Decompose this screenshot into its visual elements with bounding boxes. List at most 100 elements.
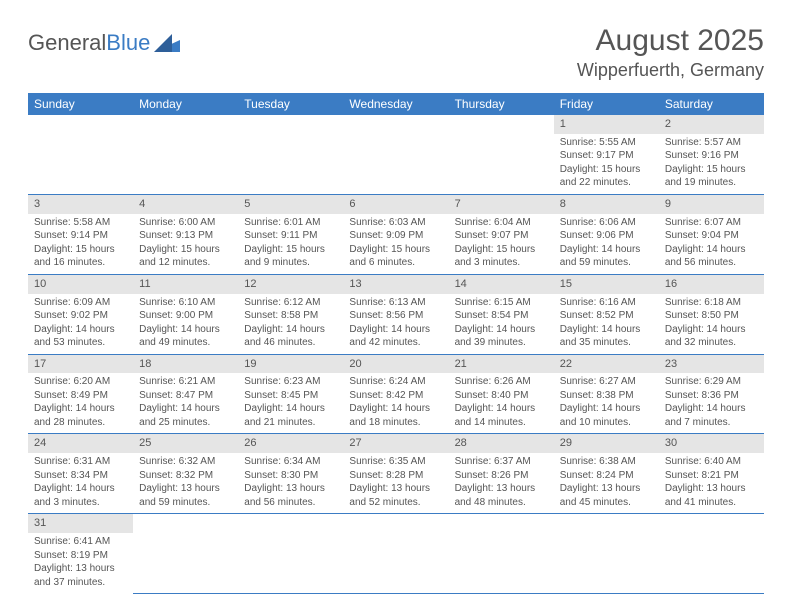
sunrise-line: Sunrise: 6:37 AM	[455, 455, 548, 469]
sunset-line: Sunset: 8:49 PM	[34, 389, 127, 403]
sunset-line: Sunset: 9:02 PM	[34, 309, 127, 323]
weekday-header: Sunday	[28, 93, 133, 115]
sunrise-line: Sunrise: 6:03 AM	[349, 216, 442, 230]
day-body: Sunrise: 6:04 AMSunset: 9:07 PMDaylight:…	[449, 214, 554, 274]
sunset-line: Sunset: 9:17 PM	[560, 149, 653, 163]
daylight-line: Daylight: 15 hours and 12 minutes.	[139, 243, 232, 270]
calendar-empty-cell	[133, 115, 238, 194]
daylight-line: Daylight: 14 hours and 53 minutes.	[34, 323, 127, 350]
calendar-day-cell: 27Sunrise: 6:35 AMSunset: 8:28 PMDayligh…	[343, 434, 448, 514]
day-number: 20	[343, 355, 448, 374]
calendar-day-cell: 12Sunrise: 6:12 AMSunset: 8:58 PMDayligh…	[238, 274, 343, 354]
calendar-day-cell: 14Sunrise: 6:15 AMSunset: 8:54 PMDayligh…	[449, 274, 554, 354]
day-number: 14	[449, 275, 554, 294]
day-body: Sunrise: 6:24 AMSunset: 8:42 PMDaylight:…	[343, 373, 448, 433]
sunrise-line: Sunrise: 5:58 AM	[34, 216, 127, 230]
day-number: 25	[133, 434, 238, 453]
sunset-line: Sunset: 8:19 PM	[34, 549, 127, 563]
sunrise-line: Sunrise: 6:35 AM	[349, 455, 442, 469]
sunrise-line: Sunrise: 6:13 AM	[349, 296, 442, 310]
calendar-day-cell: 29Sunrise: 6:38 AMSunset: 8:24 PMDayligh…	[554, 434, 659, 514]
sunset-line: Sunset: 9:13 PM	[139, 229, 232, 243]
sunrise-line: Sunrise: 6:16 AM	[560, 296, 653, 310]
day-body: Sunrise: 6:31 AMSunset: 8:34 PMDaylight:…	[28, 453, 133, 513]
calendar-day-cell: 8Sunrise: 6:06 AMSunset: 9:06 PMDaylight…	[554, 194, 659, 274]
sunrise-line: Sunrise: 6:31 AM	[34, 455, 127, 469]
calendar-day-cell: 20Sunrise: 6:24 AMSunset: 8:42 PMDayligh…	[343, 354, 448, 434]
logo-text-1: General	[28, 30, 106, 56]
calendar-day-cell: 4Sunrise: 6:00 AMSunset: 9:13 PMDaylight…	[133, 194, 238, 274]
day-body: Sunrise: 6:16 AMSunset: 8:52 PMDaylight:…	[554, 294, 659, 354]
day-number: 15	[554, 275, 659, 294]
sunrise-line: Sunrise: 6:41 AM	[34, 535, 127, 549]
day-number: 9	[659, 195, 764, 214]
calendar-day-cell: 3Sunrise: 5:58 AMSunset: 9:14 PMDaylight…	[28, 194, 133, 274]
weekday-header: Tuesday	[238, 93, 343, 115]
day-number: 13	[343, 275, 448, 294]
calendar-day-cell: 17Sunrise: 6:20 AMSunset: 8:49 PMDayligh…	[28, 354, 133, 434]
daylight-line: Daylight: 14 hours and 32 minutes.	[665, 323, 758, 350]
calendar-day-cell: 26Sunrise: 6:34 AMSunset: 8:30 PMDayligh…	[238, 434, 343, 514]
sunrise-line: Sunrise: 6:12 AM	[244, 296, 337, 310]
header: GeneralBlue August 2025 Wipperfuerth, Ge…	[28, 24, 764, 81]
calendar-day-cell: 13Sunrise: 6:13 AMSunset: 8:56 PMDayligh…	[343, 274, 448, 354]
weekday-header: Friday	[554, 93, 659, 115]
day-number: 27	[343, 434, 448, 453]
location: Wipperfuerth, Germany	[577, 60, 764, 81]
day-body: Sunrise: 6:10 AMSunset: 9:00 PMDaylight:…	[133, 294, 238, 354]
sunrise-line: Sunrise: 6:32 AM	[139, 455, 232, 469]
day-body: Sunrise: 6:26 AMSunset: 8:40 PMDaylight:…	[449, 373, 554, 433]
calendar-empty-cell	[28, 115, 133, 194]
day-number: 2	[659, 115, 764, 134]
sunrise-line: Sunrise: 6:38 AM	[560, 455, 653, 469]
day-number: 21	[449, 355, 554, 374]
sunset-line: Sunset: 8:45 PM	[244, 389, 337, 403]
daylight-line: Daylight: 14 hours and 35 minutes.	[560, 323, 653, 350]
sunset-line: Sunset: 9:06 PM	[560, 229, 653, 243]
day-number: 6	[343, 195, 448, 214]
sunrise-line: Sunrise: 6:01 AM	[244, 216, 337, 230]
day-number: 24	[28, 434, 133, 453]
daylight-line: Daylight: 15 hours and 16 minutes.	[34, 243, 127, 270]
daylight-line: Daylight: 13 hours and 41 minutes.	[665, 482, 758, 509]
calendar-day-cell: 28Sunrise: 6:37 AMSunset: 8:26 PMDayligh…	[449, 434, 554, 514]
daylight-line: Daylight: 14 hours and 21 minutes.	[244, 402, 337, 429]
day-number: 3	[28, 195, 133, 214]
sunset-line: Sunset: 8:47 PM	[139, 389, 232, 403]
day-number: 23	[659, 355, 764, 374]
calendar-week-row: 3Sunrise: 5:58 AMSunset: 9:14 PMDaylight…	[28, 194, 764, 274]
daylight-line: Daylight: 13 hours and 56 minutes.	[244, 482, 337, 509]
sunset-line: Sunset: 8:40 PM	[455, 389, 548, 403]
calendar-day-cell: 18Sunrise: 6:21 AMSunset: 8:47 PMDayligh…	[133, 354, 238, 434]
sunset-line: Sunset: 8:24 PM	[560, 469, 653, 483]
day-body: Sunrise: 6:23 AMSunset: 8:45 PMDaylight:…	[238, 373, 343, 433]
day-number: 19	[238, 355, 343, 374]
day-body: Sunrise: 6:20 AMSunset: 8:49 PMDaylight:…	[28, 373, 133, 433]
sunset-line: Sunset: 8:42 PM	[349, 389, 442, 403]
sunset-line: Sunset: 8:50 PM	[665, 309, 758, 323]
sunset-line: Sunset: 9:09 PM	[349, 229, 442, 243]
day-body: Sunrise: 6:12 AMSunset: 8:58 PMDaylight:…	[238, 294, 343, 354]
sunrise-line: Sunrise: 6:27 AM	[560, 375, 653, 389]
sunrise-line: Sunrise: 6:18 AM	[665, 296, 758, 310]
daylight-line: Daylight: 14 hours and 14 minutes.	[455, 402, 548, 429]
calendar-day-cell: 31Sunrise: 6:41 AMSunset: 8:19 PMDayligh…	[28, 514, 133, 593]
daylight-line: Daylight: 14 hours and 46 minutes.	[244, 323, 337, 350]
calendar-empty-cell	[133, 514, 238, 593]
daylight-line: Daylight: 14 hours and 18 minutes.	[349, 402, 442, 429]
day-body: Sunrise: 6:38 AMSunset: 8:24 PMDaylight:…	[554, 453, 659, 513]
calendar-day-cell: 30Sunrise: 6:40 AMSunset: 8:21 PMDayligh…	[659, 434, 764, 514]
weekday-header-row: Sunday Monday Tuesday Wednesday Thursday…	[28, 93, 764, 115]
daylight-line: Daylight: 13 hours and 45 minutes.	[560, 482, 653, 509]
daylight-line: Daylight: 14 hours and 3 minutes.	[34, 482, 127, 509]
calendar-day-cell: 25Sunrise: 6:32 AMSunset: 8:32 PMDayligh…	[133, 434, 238, 514]
sunrise-line: Sunrise: 6:23 AM	[244, 375, 337, 389]
weekday-header: Wednesday	[343, 93, 448, 115]
day-body: Sunrise: 6:32 AMSunset: 8:32 PMDaylight:…	[133, 453, 238, 513]
day-body: Sunrise: 6:35 AMSunset: 8:28 PMDaylight:…	[343, 453, 448, 513]
daylight-line: Daylight: 13 hours and 52 minutes.	[349, 482, 442, 509]
sunrise-line: Sunrise: 6:34 AM	[244, 455, 337, 469]
weekday-header: Monday	[133, 93, 238, 115]
sunrise-line: Sunrise: 6:00 AM	[139, 216, 232, 230]
day-body: Sunrise: 6:03 AMSunset: 9:09 PMDaylight:…	[343, 214, 448, 274]
